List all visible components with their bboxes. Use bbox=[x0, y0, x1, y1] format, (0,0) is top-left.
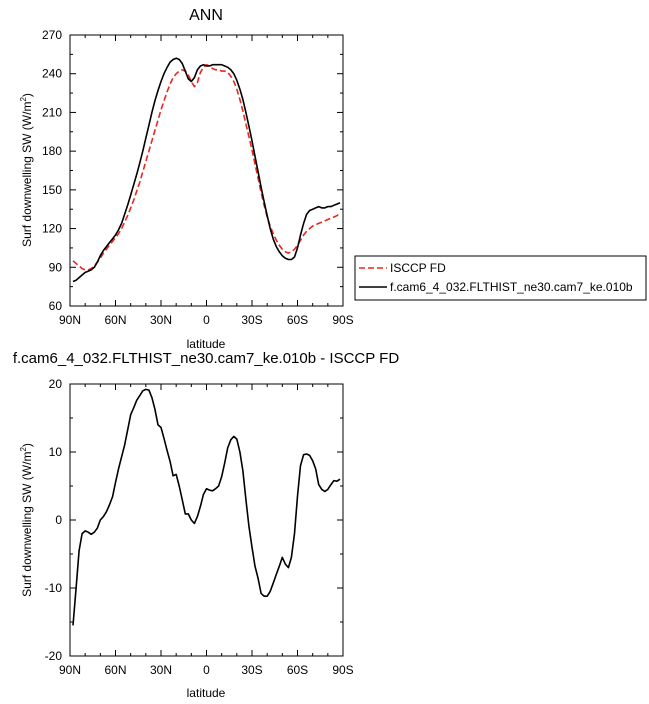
top-x-axis-label: latitude bbox=[187, 337, 226, 351]
top-xtick-label-4: 30S bbox=[241, 313, 262, 327]
top-plot-frame bbox=[69, 34, 344, 307]
bottom-series-group bbox=[72, 388, 341, 626]
bottom-y-axis-label: Surf downwelling SW (W/m2) bbox=[19, 443, 34, 597]
legend: ISCCP FD f.cam6_4_032.FLTHIST_ne30.cam7_… bbox=[354, 255, 647, 301]
bottom-xtick-label-2: 30N bbox=[150, 663, 172, 677]
top-y-axis-label: Surf downwelling SW (W/m2) bbox=[19, 93, 34, 247]
top-xtick-label-0: 90N bbox=[59, 313, 81, 327]
bottom-xtick-label-6: 90S bbox=[332, 663, 353, 677]
bottom-xtick-label-3: 0 bbox=[203, 663, 210, 677]
top-ytick-label-1: 90 bbox=[49, 260, 63, 274]
bottom-ytick-label-1: -10 bbox=[45, 581, 63, 595]
top-ytick-label-5: 210 bbox=[42, 105, 62, 119]
top-chart-title: ANN bbox=[189, 7, 223, 24]
legend-label-model: f.cam6_4_032.FLTHIST_ne30.cam7_ke.010b bbox=[390, 280, 633, 294]
top-ytick-label-4: 180 bbox=[42, 144, 62, 158]
top-xtick-label-1: 60N bbox=[104, 313, 126, 327]
bottom-ytick-label-3: 10 bbox=[49, 445, 63, 459]
top-ytick-label-0: 60 bbox=[49, 299, 63, 313]
top-series-group bbox=[72, 57, 341, 283]
bottom-xtick-label-4: 30S bbox=[241, 663, 262, 677]
bottom-xtick-label-1: 60N bbox=[104, 663, 126, 677]
top-ytick-label-7: 270 bbox=[42, 28, 62, 42]
bottom-axis-ticks: 90N 60N 30N 0 30S 60S 90S -20 -10 0 10 20 bbox=[45, 377, 354, 677]
bottom-xtick-label-5: 60S bbox=[287, 663, 308, 677]
top-ytick-label-2: 120 bbox=[42, 222, 62, 236]
top-xtick-label-3: 0 bbox=[203, 313, 210, 327]
bottom-series-line-0 bbox=[72, 388, 341, 626]
legend-label-isccp: ISCCP FD bbox=[390, 261, 446, 275]
top-axis-ticks: 90N 60N 30N 0 30S 60S 90S 60 90 120 150 180 210 240 27… bbox=[42, 28, 354, 327]
bottom-ytick-label-4: 20 bbox=[49, 377, 63, 391]
legend-box bbox=[354, 255, 647, 301]
bottom-plot-frame bbox=[69, 383, 344, 657]
top-xtick-label-2: 30N bbox=[150, 313, 172, 327]
top-ytick-label-3: 150 bbox=[42, 183, 62, 197]
bottom-xtick-label-0: 90N bbox=[59, 663, 81, 677]
bottom-ytick-label-2: 0 bbox=[55, 513, 62, 527]
top-ytick-label-6: 240 bbox=[42, 67, 62, 81]
bottom-chart: f.cam6_4_032.FLTHIST_ne30.cam7_ke.010b -… bbox=[13, 350, 399, 700]
top-series-line-1 bbox=[72, 57, 341, 283]
top-xtick-label-6: 90S bbox=[332, 313, 353, 327]
top-chart: ANN 90N 60N 30N 0 30S 60S 90S 60 90 120 150 180 210 2… bbox=[19, 7, 354, 351]
top-xtick-label-5: 60S bbox=[287, 313, 308, 327]
bottom-ytick-label-0: -20 bbox=[45, 649, 63, 663]
bottom-chart-title: f.cam6_4_032.FLTHIST_ne30.cam7_ke.010b -… bbox=[13, 350, 399, 367]
bottom-x-axis-label: latitude bbox=[187, 686, 226, 700]
